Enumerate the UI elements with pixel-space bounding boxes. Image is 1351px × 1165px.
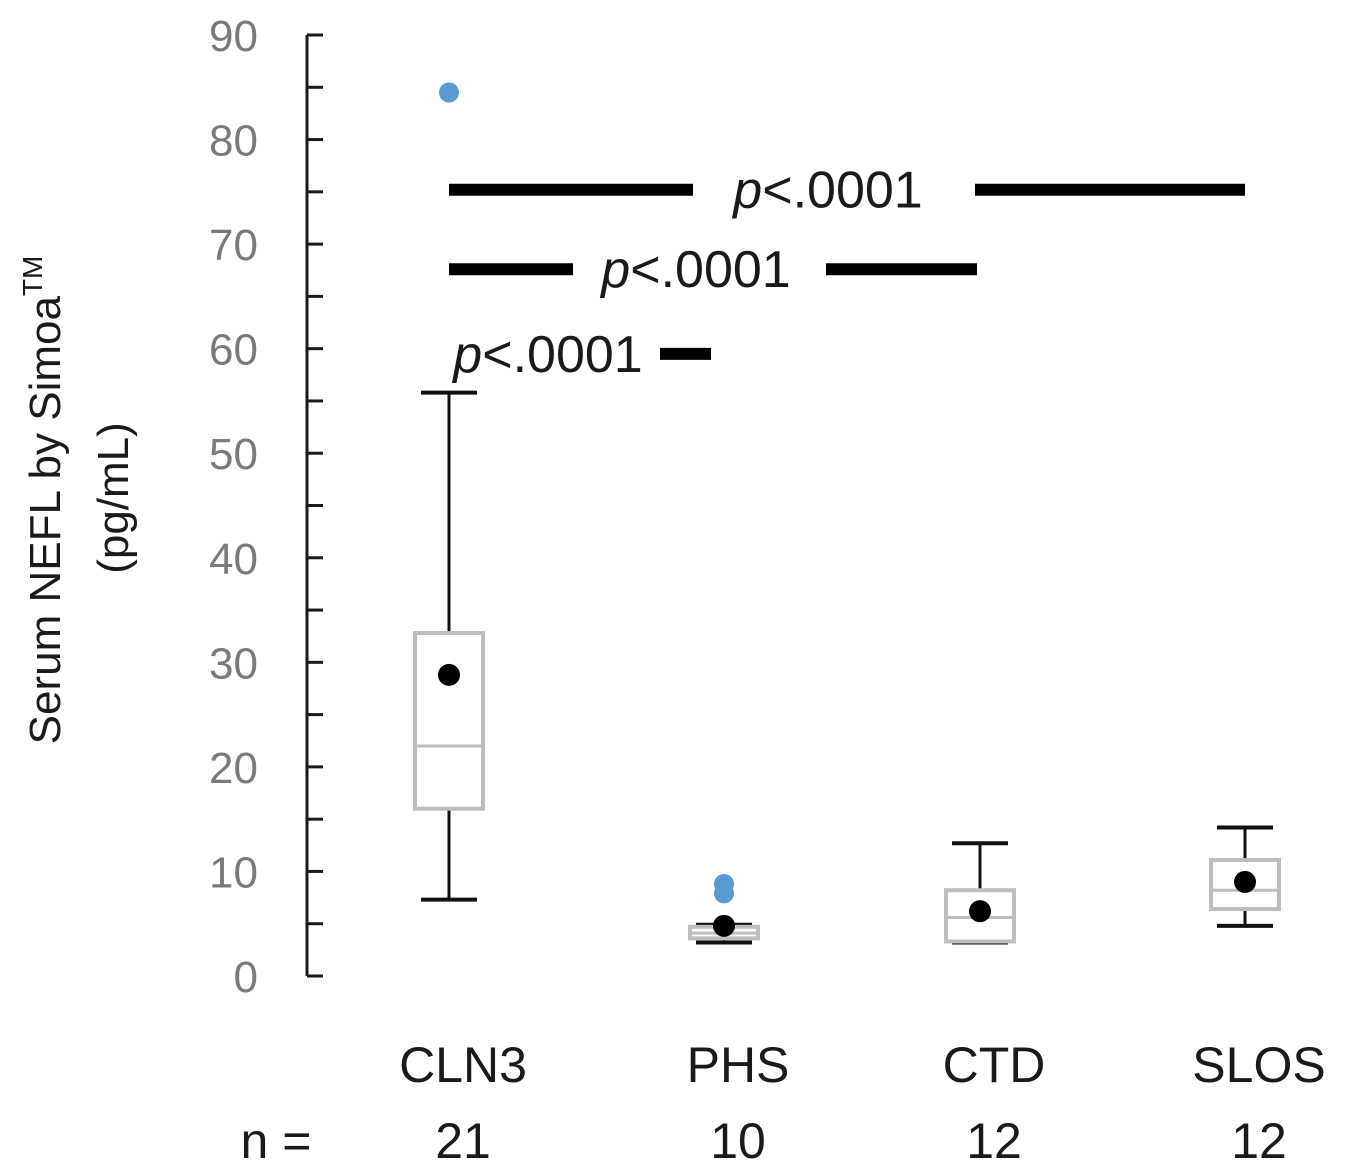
y-tick-label: 60 <box>209 326 258 375</box>
y-tick-label: 30 <box>209 639 258 688</box>
box-phs <box>688 873 760 945</box>
p-symbol: p <box>599 241 630 299</box>
box-ctd <box>944 841 1016 945</box>
category-label: SLOS <box>1192 1037 1325 1093</box>
y-tick-label: 90 <box>209 12 258 61</box>
y-axis-title-line1: Serum NEFL by Simoa <box>21 296 70 745</box>
outlier-point <box>714 873 734 894</box>
sample-size-label: 10 <box>710 1113 766 1165</box>
y-tick-label: 20 <box>209 744 258 793</box>
category-label: CLN3 <box>399 1037 527 1093</box>
y-tick-label: 40 <box>209 535 258 584</box>
y-axis-title: Serum NEFL by SimoaTM <box>17 256 70 745</box>
sample-size-label: 12 <box>966 1113 1022 1165</box>
p-value-label: p<.0001 <box>599 241 790 299</box>
y-tick-label: 0 <box>234 953 258 1002</box>
category-labels: CLN3 21 PHS 10 CTD 12 SLOS 12 n = <box>241 1037 1326 1165</box>
p-threshold: <.0001 <box>630 241 791 299</box>
y-axis: 0 10 20 30 40 50 60 70 80 90 <box>209 12 323 1002</box>
significance-bar-cln3-slos: p<.0001 <box>449 162 1245 220</box>
y-tick-label: 70 <box>209 221 258 270</box>
y-tick-label: 50 <box>209 430 258 479</box>
category-label: PHS <box>687 1037 790 1093</box>
mean-point <box>1234 870 1256 893</box>
boxes <box>413 82 1281 945</box>
significance-bar-cln3-ctd: p<.0001 <box>449 241 977 299</box>
category-label: CTD <box>943 1037 1046 1093</box>
sample-size-label: 21 <box>435 1113 491 1165</box>
y-axis-title-superscript: TM <box>17 256 48 296</box>
p-symbol: p <box>451 326 482 384</box>
interquartile-box <box>413 631 485 811</box>
y-tick-label: 10 <box>209 848 258 897</box>
mean-point <box>438 663 460 686</box>
sample-size-prefix: n = <box>241 1113 312 1165</box>
significance-bar-cln3-phs: p<.0001 <box>451 326 711 384</box>
box-cln3 <box>413 82 485 902</box>
mean-point <box>713 914 735 937</box>
p-value-label: p<.0001 <box>731 162 922 220</box>
p-symbol: p <box>731 162 762 220</box>
p-threshold: <.0001 <box>482 326 643 384</box>
sample-size-label: 12 <box>1231 1113 1287 1165</box>
y-axis-title-units: (pg/mL) <box>89 422 138 574</box>
y-tick-label: 80 <box>209 117 258 166</box>
outlier-point <box>439 82 459 103</box>
mean-point <box>969 900 991 923</box>
p-threshold: <.0001 <box>762 162 923 220</box>
box-slos <box>1209 825 1281 928</box>
p-value-label: p<.0001 <box>451 326 642 384</box>
